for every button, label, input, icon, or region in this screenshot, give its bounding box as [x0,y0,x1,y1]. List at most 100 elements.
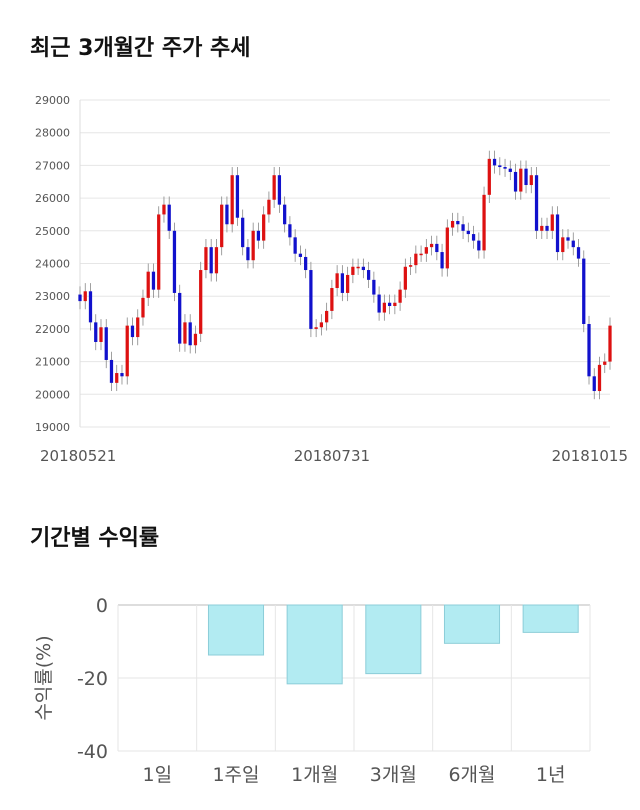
candle-body [298,253,303,257]
candle-body [146,271,150,298]
returns-x-tick-label: 6개월 [448,764,495,786]
candle-body [283,204,287,225]
candle-body [172,230,177,293]
candle-body [424,247,428,254]
candle-body [125,325,129,377]
candle-body [246,247,250,261]
candle-body [440,252,444,269]
candle-body [94,322,98,342]
returns-bar [207,604,265,656]
candle-body [576,247,581,259]
candle-body [272,175,276,200]
candle-body [325,310,329,323]
candle-body [199,270,203,334]
candle-y-tick-label: 25000 [35,225,70,238]
candle-chart-title: 최근 3개월간 주가 추세 [30,36,251,61]
returns-y-axis-label: 수익률(%) [33,635,55,720]
candle-y-tick-label: 21000 [35,356,70,369]
candle-body [251,230,255,261]
candle-body [414,253,418,266]
candle-body [456,220,460,225]
returns-chart-title: 기간별 수익률 [30,526,160,551]
candle-body [419,253,423,256]
candle-body [461,224,465,231]
candle-body [130,325,135,338]
candle-body [157,214,161,290]
candle-body [429,243,434,248]
candle-grid [79,99,610,428]
candle-body [204,247,208,271]
candle-y-tick-label: 27000 [35,159,70,172]
candle-body [115,373,119,383]
candle-body [267,199,271,215]
candle-body [88,291,93,323]
candle-y-tick-label: 29000 [35,94,70,107]
candle-body [78,294,82,302]
candle-body [178,292,182,344]
candle-body [309,270,313,329]
candle-y-tick-label: 22000 [35,323,70,336]
candle-body [519,168,523,192]
candle-body [450,220,455,228]
candle-body [403,266,407,290]
candle-body [435,243,439,253]
candle-body [193,333,198,346]
candle-body [335,273,339,289]
candle-body [550,214,554,231]
candle-body [241,217,245,248]
candle-body [235,175,240,218]
returns-bar [365,604,422,675]
returns-y-tick-label: -20 [77,668,108,690]
candle-body [508,168,512,172]
candle-body [214,247,219,274]
candle-body [104,327,108,360]
candle-body [513,171,518,192]
returns-x-tick-label: 3개월 [370,764,417,786]
candle-body [382,302,386,313]
candle-body [603,361,607,365]
candle-body [534,175,539,231]
candle-body [503,167,507,169]
candle-body [372,279,376,295]
candle-x-axis: 20180521 20180731 20181015 [40,447,628,465]
candle-y-tick-label: 28000 [35,127,70,140]
candle-body [262,214,266,241]
returns-x-tick-label: 1일 [143,764,173,786]
candle-body [220,204,224,248]
candle-body [83,291,87,302]
candle-body [99,327,103,342]
candle-y-tick-label: 24000 [35,258,70,271]
candle-body [587,323,591,377]
candle-body [109,359,114,383]
candle-body [209,247,213,274]
candle-body [277,175,282,205]
returns-x-tick-label: 1년 [536,764,566,786]
candle-body [445,227,449,269]
candle-body [366,270,371,280]
candle-body [566,237,570,241]
candle-y-tick-label: 23000 [35,290,70,303]
candle-body [408,265,413,267]
candle-x-tick-label: 20180521 [40,447,116,465]
returns-bar [286,604,343,685]
candle-body [256,230,261,241]
candle-body [487,158,491,195]
returns-bar [443,604,501,644]
candlestick-chart: 19000 20000 21000 22000 23000 24000 25000 26000… [35,94,628,465]
candle-y-axis: 19000 20000 21000 22000 23000 24000 25000 26000… [35,94,70,434]
candle-body [524,168,528,186]
candle-body [492,158,497,166]
returns-x-tick-label: 1주일 [212,764,259,786]
candle-body [545,225,549,231]
candle-body [482,194,486,251]
candle-body [592,376,596,392]
candle-body [288,224,292,238]
candle-body [351,266,355,275]
candle-body [597,364,602,392]
candle-body [188,322,192,346]
candle-body [345,274,350,293]
candle-body [608,325,612,362]
candle-body [304,256,308,271]
candle-series [78,150,612,400]
candle-body [387,302,392,307]
